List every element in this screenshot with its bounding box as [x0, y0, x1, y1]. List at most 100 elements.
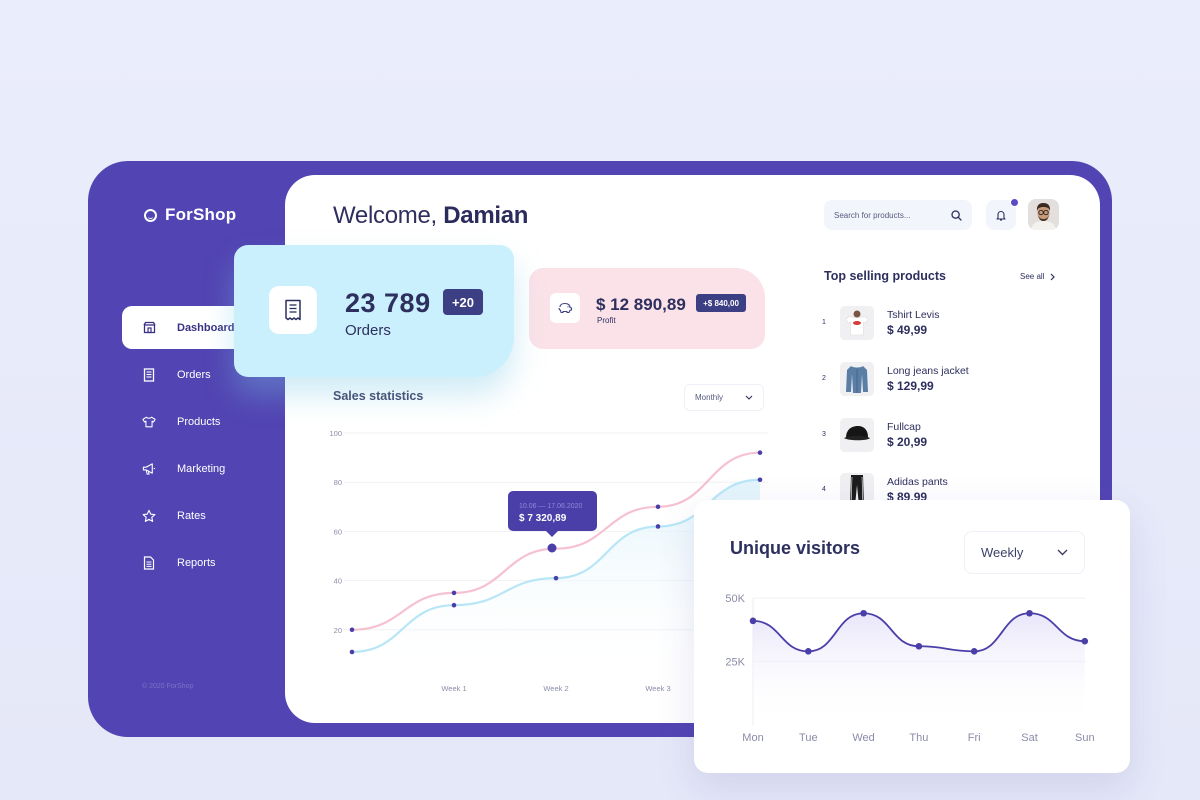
receipt-icon [142, 367, 156, 382]
avatar[interactable] [1028, 199, 1059, 230]
piggy-bank-icon [550, 293, 580, 323]
product-rank: 1 [822, 319, 826, 326]
y-tick-label: 100 [329, 429, 342, 438]
y-tick-label: 80 [334, 478, 342, 487]
sales-period-value: Monthly [695, 393, 724, 402]
sidebar-item-label: Orders [177, 368, 211, 381]
data-point[interactable] [970, 648, 978, 655]
product-name: Fullcap [887, 421, 921, 433]
search-input[interactable]: Search for products... [824, 200, 972, 230]
x-tick-label: Wed [852, 732, 874, 744]
data-point[interactable] [349, 627, 355, 633]
product-item[interactable]: 1 Tshirt Levis $ 49,99 [822, 306, 1022, 342]
notification-dot [1010, 198, 1019, 207]
visitors-period-value: Weekly [981, 545, 1024, 560]
data-point[interactable] [655, 524, 661, 529]
welcome-prefix: Welcome, [333, 202, 437, 229]
visitors-period-dropdown[interactable]: Weekly [964, 531, 1085, 574]
copyright: © 2020 ForShop [142, 683, 194, 690]
product-rank: 3 [822, 431, 826, 438]
y-tick-label: 20 [334, 626, 342, 635]
product-price: $ 20,99 [887, 435, 928, 449]
data-point[interactable] [451, 602, 457, 608]
y-tick-label: 25K [725, 657, 745, 669]
tooltip-range: 10.06 — 17.06.2020 [519, 503, 583, 510]
y-tick-label: 60 [334, 527, 342, 536]
sidebar-item-label: Reports [177, 556, 216, 569]
star-icon [142, 509, 156, 523]
sidebar-item-label: Rates [177, 509, 206, 522]
x-tick-label: Thu [909, 732, 928, 744]
data-point[interactable] [757, 450, 763, 455]
profit-change-badge: +$ 840,00 [696, 294, 746, 312]
product-rank: 4 [822, 486, 826, 493]
search-icon[interactable] [951, 209, 962, 221]
top-products-title: Top selling products [824, 269, 946, 283]
orders-change-badge: +20 [443, 289, 483, 315]
sidebar-item-label: Products [177, 415, 221, 428]
product-name: Tshirt Levis [887, 309, 940, 321]
x-tick-label: Sun [1075, 732, 1095, 744]
see-all-link[interactable]: See all [1020, 272, 1056, 281]
x-tick-label: Week 2 [543, 684, 568, 693]
data-point[interactable] [1081, 637, 1089, 645]
data-point[interactable] [553, 575, 559, 581]
data-point[interactable] [1026, 609, 1033, 617]
sidebar-item-marketing[interactable]: Marketing [122, 447, 322, 490]
sidebar-item-products[interactable]: Products [122, 400, 322, 443]
orders-label: Orders [345, 322, 391, 339]
product-image-jacket [840, 362, 874, 396]
data-point[interactable] [749, 617, 757, 625]
document-icon [142, 555, 156, 570]
see-all-label: See all [1020, 272, 1045, 281]
visitors-area-fill [753, 613, 1085, 725]
megaphone-icon [142, 462, 156, 476]
profit-value: $ 12 890,89 [596, 295, 686, 314]
smile-icon [144, 208, 157, 222]
product-name: Long jeans jacket [887, 365, 969, 377]
unique-visitors-title: Unique visitors [730, 538, 861, 558]
product-item[interactable]: 2 Long jeans jacket $ 129,99 [822, 362, 1022, 398]
x-tick-label: Mon [742, 732, 763, 744]
bell-icon [996, 210, 1006, 221]
chevron-down-icon [1057, 549, 1068, 556]
x-tick-label: Sat [1021, 732, 1038, 744]
product-image-cap [840, 418, 874, 452]
profit-label: Profit [597, 316, 616, 325]
product-item[interactable]: 3 Fullcap $ 20,99 [822, 418, 1022, 454]
visitors-chart: 25K 50K Mon Tue Wed Thu Fri Sat Sun [725, 593, 1095, 744]
data-point[interactable] [805, 648, 812, 655]
receipt-icon [269, 286, 317, 334]
search-placeholder: Search for products... [834, 210, 911, 220]
sales-statistics-title: Sales statistics [333, 389, 424, 403]
welcome-name: Damian [443, 202, 529, 229]
orders-value: 23 789 [345, 288, 431, 318]
sidebar-item-label: Marketing [177, 462, 226, 475]
brand-name: ForShop [165, 205, 237, 224]
data-point[interactable] [655, 504, 661, 510]
data-point[interactable] [349, 649, 355, 655]
x-tick-label: Week 1 [441, 684, 466, 693]
product-rank: 2 [822, 375, 826, 382]
chevron-down-icon [745, 395, 753, 400]
sidebar-item-orders[interactable]: Orders [122, 353, 322, 396]
chevron-right-icon [1051, 273, 1056, 280]
product-name: Adidas pants [887, 476, 948, 488]
data-point[interactable] [757, 477, 763, 483]
sales-period-dropdown[interactable]: Monthly [684, 384, 764, 411]
sales-chart: 20 40 60 80 100 Week 1 Week 2 Week 3 10.06 — 1… [329, 429, 768, 693]
x-tick-label: Tue [799, 732, 818, 744]
sidebar-item-label: Dashboard [177, 321, 235, 334]
page-title: Welcome, Damian [333, 202, 528, 230]
data-point[interactable] [915, 642, 923, 650]
data-point[interactable] [451, 590, 457, 596]
sales-highlight-point[interactable] [547, 543, 557, 553]
tooltip-value: $ 7 320,89 [519, 513, 567, 524]
sales-tooltip: 10.06 — 17.06.2020 $ 7 320,89 [508, 491, 597, 537]
x-tick-label: Week 3 [645, 684, 670, 693]
y-tick-label: 50K [725, 593, 745, 605]
sidebar-item-reports[interactable]: Reports [122, 541, 322, 584]
brand[interactable]: ForShop [144, 205, 236, 225]
sidebar-item-rates[interactable]: Rates [122, 494, 322, 537]
data-point[interactable] [860, 609, 867, 617]
